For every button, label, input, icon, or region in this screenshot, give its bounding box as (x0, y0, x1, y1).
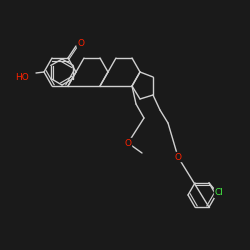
Text: HO: HO (15, 72, 29, 82)
Text: Cl: Cl (214, 188, 224, 198)
Text: O: O (124, 138, 132, 147)
Text: O: O (78, 38, 84, 48)
Text: O: O (174, 152, 182, 162)
